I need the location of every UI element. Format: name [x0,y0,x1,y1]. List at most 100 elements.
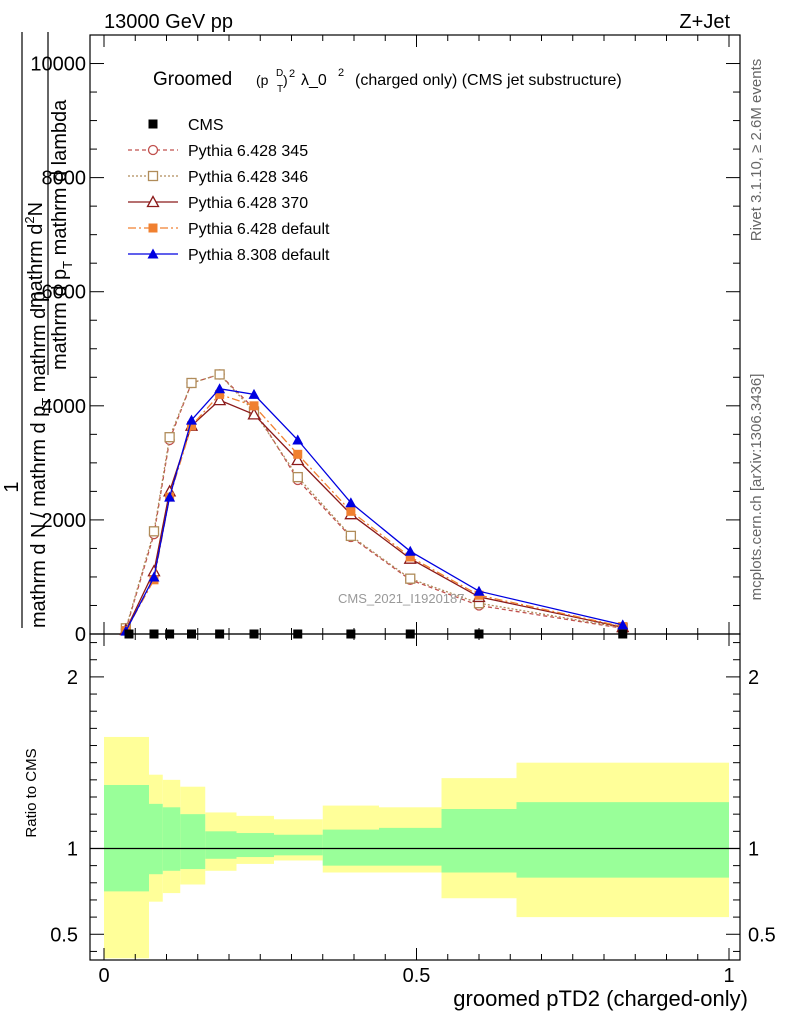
series-point [291,453,305,466]
cms-point [187,629,196,639]
svg-text:D: D [276,68,283,79]
y-tick-label: 6000 [42,282,87,304]
legend-entry: Pythia 6.428 370 [128,195,308,212]
legend-label: CMS [188,117,224,134]
series-point [148,526,160,537]
cms-point [249,629,259,639]
header-right: Z+Jet [679,11,730,33]
x-axis-label: groomed pTD2 (charged-only) [453,986,748,1011]
ratio-band-inner [379,827,442,866]
legend-label: Pythia 6.428 default [188,221,330,238]
legend-marker [147,248,159,259]
axis-ticks [90,35,740,960]
series-point [617,619,629,630]
series-point [292,471,303,483]
svg-text:T: T [277,84,283,95]
cms-point [215,629,225,639]
x-tick-label: 0.5 [403,965,431,987]
svg-text:2: 2 [338,67,344,79]
ratio-y-axis-label: Ratio to CMS [23,748,40,837]
legend-entry: Pythia 6.428 345 [128,143,308,160]
header-left: 13000 GeV pp [104,11,233,33]
series-point [164,432,175,443]
ratio-y-tick-label-right: 1 [748,838,759,860]
svg-text:(p: (p [256,72,269,88]
svg-text:): ) [283,72,288,88]
ratio-band-inner [274,834,323,856]
series-point [164,491,176,502]
svg-text:2: 2 [289,68,295,80]
series-point [405,573,416,584]
legend-entry: Pythia 6.428 default [128,221,330,238]
legend-entry: Pythia 8.308 default [128,247,330,264]
ratio-y-tick-label-right: 2 [748,667,759,689]
legend-marker [148,119,158,129]
ratio-band-inner [149,803,163,875]
svg-text:λ_0: λ_0 [301,72,327,89]
ratio-band-inner [205,831,237,859]
legend-label: Pythia 6.428 370 [188,195,308,212]
ratio-y-tick-label: 2 [67,667,78,689]
plot-title: Groomed (p D T ) 2 λ_0 2 (charged only) … [153,67,622,95]
ratio-y-tick-label-right: 0.5 [748,924,776,946]
ratio-band-inner [236,833,274,858]
series-point [214,383,226,394]
cms-point [474,629,484,639]
ratio-bands [104,736,729,959]
y-tick-label: 10000 [30,54,86,76]
ratio-band-inner [162,807,181,871]
series-point [292,434,304,445]
series-point [405,552,415,562]
legend-entry: Pythia 6.428 346 [128,169,308,186]
svg-text:mathrm d2N: mathrm d2N [22,202,47,308]
ratio-band-inner [441,809,517,873]
series-point [473,585,485,596]
series-point [186,414,197,425]
ratio-y-tick-label: 0.5 [50,924,78,946]
svg-text:(charged only) (CMS jet substr: (charged only) (CMS jet substructure) [355,72,622,89]
series-point [213,393,227,406]
series-point [187,421,196,431]
series-point [293,449,303,459]
ratio-band-inner [516,802,729,878]
series-point [345,497,357,508]
legend-label: Pythia 6.428 346 [188,169,308,186]
rivet-version-label: Rivet 3.1.10, ≥ 2.6M events [748,59,765,242]
series-point [247,407,261,420]
series-point [186,377,197,389]
legend-marker [147,144,159,156]
svg-text:mathrm d pT mathrm d lambda: mathrm d pT mathrm d lambda [49,99,75,370]
cms-point [165,629,175,639]
series-point [215,389,225,399]
series-point [148,571,160,582]
cms-point [346,629,356,639]
legend-marker [146,195,160,208]
y-axis-label: 1 mathrm d N / mathrm d pT mathrm d p ma… [1,32,75,628]
y-tick-label: 4000 [42,396,87,418]
cms-point [618,629,628,639]
mcplots-reference-label: mcplots.cern.ch [arXiv:1306.3436] [748,374,765,601]
legend-label: Pythia 6.428 345 [188,143,308,160]
legend: CMS Pythia 6.428 345 Pythia 6.428 346 Pythi… [128,117,330,264]
legend-label: Pythia 8.308 default [188,247,330,264]
legend-marker [148,223,158,233]
svg-text:mathrm d N / mathrm d pT mathr: mathrm d N / mathrm d pT mathrm d p [28,291,54,628]
cms-point [405,629,415,639]
svg-text:1: 1 [1,481,23,492]
svg-text:Groomed: Groomed [153,69,232,90]
series-point [346,506,356,516]
ratio-band-inner [180,814,206,870]
ratio-band-inner [322,829,379,866]
cms-point [293,629,303,639]
axis-tick-labels: 0 0.5 1 0 2000 4000 6000 8000 10000 0.5 1 2 0.5 1 2 [30,54,775,987]
ratio-y-tick-label: 1 [67,838,78,860]
series-line [125,373,623,629]
y-tick-label: 2000 [42,510,87,532]
cms-data-points [124,629,628,639]
analysis-watermark: CMS_2021_I1920187 [338,591,465,606]
series-point [248,388,260,399]
y-tick-label: 8000 [42,168,87,190]
x-tick-label: 0 [98,965,109,987]
ratio-band-inner [104,784,149,892]
